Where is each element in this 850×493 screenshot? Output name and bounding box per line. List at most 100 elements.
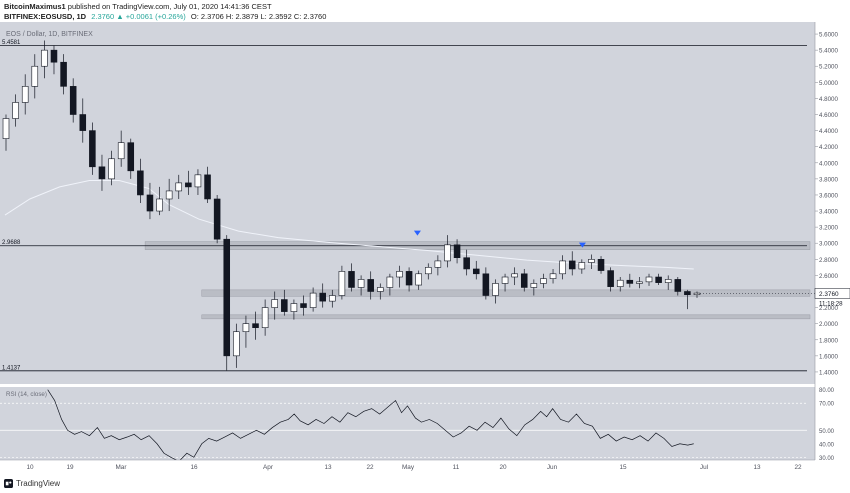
candle[interactable] <box>425 263 432 280</box>
candle[interactable] <box>233 323 240 368</box>
candle[interactable] <box>319 283 326 308</box>
candle[interactable] <box>146 182 154 220</box>
candle[interactable] <box>41 40 48 79</box>
candle[interactable] <box>492 279 499 304</box>
candle[interactable] <box>223 235 231 371</box>
candle-body <box>21 86 29 103</box>
candle[interactable] <box>281 289 288 316</box>
candle[interactable] <box>108 150 115 186</box>
candle[interactable] <box>626 273 634 288</box>
support-resistance-zone[interactable] <box>201 314 811 320</box>
candle[interactable] <box>367 271 374 300</box>
candle[interactable] <box>664 275 672 290</box>
candle[interactable] <box>2 114 10 151</box>
candle-body <box>281 299 288 312</box>
candle[interactable] <box>405 267 413 292</box>
candle[interactable] <box>290 299 298 320</box>
candle[interactable] <box>597 256 605 274</box>
candle-body <box>472 268 480 275</box>
candle[interactable] <box>300 295 307 316</box>
candle[interactable] <box>127 138 135 179</box>
rsi-line <box>47 389 694 462</box>
candle[interactable] <box>60 54 67 95</box>
candle[interactable] <box>655 273 662 286</box>
candle[interactable] <box>386 273 394 296</box>
candle[interactable] <box>89 122 96 175</box>
candle[interactable] <box>559 255 566 280</box>
candle[interactable] <box>684 289 691 310</box>
candle[interactable] <box>165 178 173 212</box>
down-arrow-marker-icon[interactable] <box>578 242 586 248</box>
candle[interactable] <box>329 289 336 308</box>
candle[interactable] <box>156 186 163 216</box>
candle-body <box>415 273 422 286</box>
candle[interactable] <box>396 265 403 288</box>
candle[interactable] <box>693 291 701 298</box>
price-pane[interactable]: 5.4581 2.9688 1.4137 <box>0 22 815 387</box>
candle[interactable] <box>636 277 643 289</box>
time-axis[interactable]: 10 19 Mar 16 Apr 13 22 May 11 20 Jun 15 Jul 13 22 <box>0 459 850 476</box>
rsi-pane[interactable]: RSI (14, close) <box>0 387 815 462</box>
price-axis[interactable]: 5.6000 5.4000 5.2000 5.0000 4.8000 4.6000 4.40… <box>814 22 850 476</box>
candle[interactable] <box>434 255 442 276</box>
chart-title: EOS / Dollar, 1D, BITFINEX <box>6 31 93 38</box>
candle[interactable] <box>444 235 451 268</box>
candle[interactable] <box>607 267 614 292</box>
candle[interactable] <box>540 273 547 289</box>
candle[interactable] <box>549 268 557 284</box>
candle[interactable] <box>12 94 19 127</box>
price-tick-label: 3.0000 <box>819 241 838 248</box>
candle[interactable] <box>674 277 682 296</box>
candle[interactable] <box>578 259 586 274</box>
down-arrow-marker-icon[interactable] <box>413 230 421 236</box>
candle-body <box>568 260 576 270</box>
candle[interactable] <box>338 265 346 300</box>
candle[interactable] <box>242 315 250 348</box>
rsi-pane-background <box>0 387 815 460</box>
candle[interactable] <box>530 279 538 296</box>
candle[interactable] <box>31 54 39 99</box>
candle[interactable] <box>309 287 317 312</box>
candle[interactable] <box>377 283 384 300</box>
candle[interactable] <box>568 251 576 276</box>
price-tick-label: 3.2000 <box>819 225 838 232</box>
candle[interactable] <box>645 273 653 286</box>
candle[interactable] <box>204 166 211 203</box>
candle[interactable] <box>50 45 58 75</box>
candle[interactable] <box>79 98 87 143</box>
candle[interactable] <box>185 170 192 195</box>
ohlc-values: O: 2.3706 H: 2.3879 L: 2.3592 C: 2.3760 <box>190 12 327 21</box>
candle[interactable] <box>213 194 221 244</box>
candle[interactable] <box>137 158 144 203</box>
candle[interactable] <box>21 74 29 115</box>
candle[interactable] <box>588 254 595 269</box>
candle[interactable] <box>501 273 509 292</box>
candle[interactable] <box>520 268 528 292</box>
chart-canvas[interactable]: 5.4581 2.9688 1.4137 RSI (14, close) 5.600… <box>0 22 850 476</box>
candle[interactable] <box>463 249 470 276</box>
candle[interactable] <box>117 130 125 167</box>
support-resistance-zone[interactable] <box>201 289 811 297</box>
candle[interactable] <box>511 267 518 286</box>
candle[interactable] <box>482 267 490 300</box>
candle[interactable] <box>415 270 422 290</box>
candle[interactable] <box>453 239 461 264</box>
author-name[interactable]: BitcoinMaximus1 <box>4 2 66 11</box>
candle[interactable] <box>98 154 106 191</box>
candle[interactable] <box>252 311 259 340</box>
candle[interactable] <box>69 78 77 123</box>
candle-body <box>300 303 307 308</box>
candle[interactable] <box>348 263 355 292</box>
candle[interactable] <box>261 299 269 336</box>
candle[interactable] <box>271 291 278 320</box>
candle[interactable] <box>357 275 365 296</box>
candle-body <box>2 118 10 139</box>
tradingview-logo-text[interactable]: TradingView <box>16 479 61 488</box>
candle[interactable] <box>472 260 480 280</box>
time-tick-label: 13 <box>753 464 761 471</box>
symbol-info: BITFINEX:EOSUSD, 1D 2.3760 ▲ +0.0061 (+0… <box>4 12 326 21</box>
candle[interactable] <box>616 277 624 292</box>
candle[interactable] <box>175 174 183 199</box>
candle[interactable] <box>194 169 202 195</box>
horizontal-level-label: 2.9688 <box>2 240 21 246</box>
